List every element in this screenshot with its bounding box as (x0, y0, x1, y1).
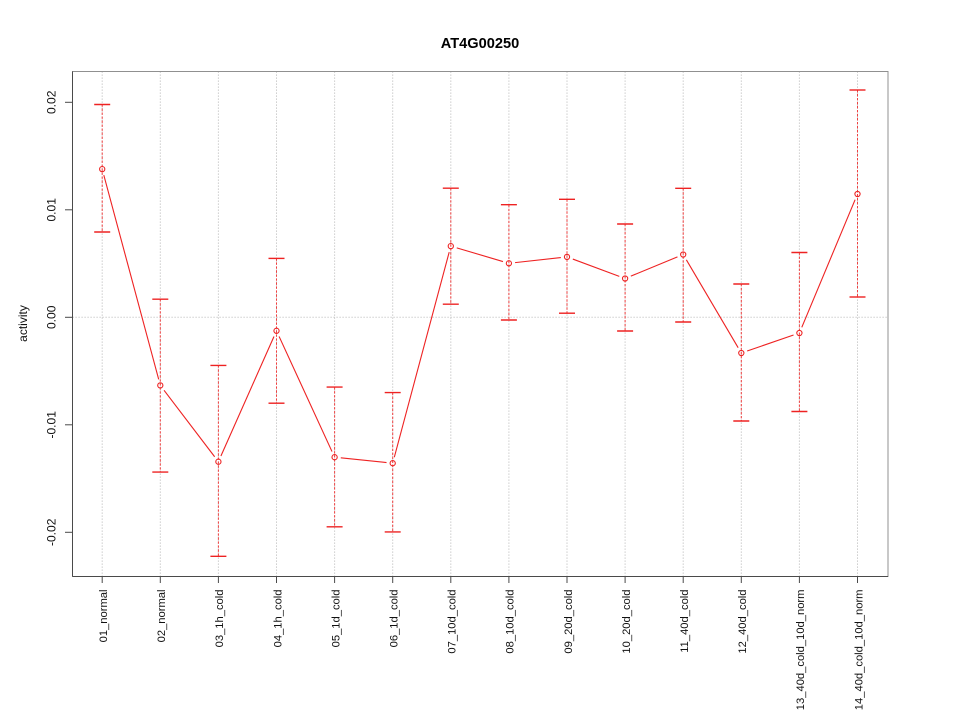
svg-text:06_1d_cold: 06_1d_cold (389, 590, 401, 648)
svg-text:0.02: 0.02 (45, 90, 59, 114)
svg-text:-0.01: -0.01 (45, 411, 59, 439)
svg-text:08_10d_cold: 08_10d_cold (505, 590, 517, 654)
svg-text:05_1d_cold: 05_1d_cold (330, 590, 342, 648)
svg-text:12_40d_cold: 12_40d_cold (737, 590, 749, 654)
svg-text:13_40d_cold_10d_norm: 13_40d_cold_10d_norm (795, 590, 807, 711)
svg-text:0.00: 0.00 (45, 305, 59, 329)
svg-text:10_20d_cold: 10_20d_cold (621, 590, 633, 654)
svg-text:09_20d_cold: 09_20d_cold (563, 590, 575, 654)
svg-text:07_10d_cold: 07_10d_cold (447, 590, 459, 654)
svg-text:activity: activity (16, 305, 30, 342)
svg-text:01_normal: 01_normal (98, 590, 110, 643)
svg-text:04_1h_cold: 04_1h_cold (272, 590, 284, 648)
svg-text:AT4G00250: AT4G00250 (441, 36, 519, 52)
svg-text:-0.02: -0.02 (45, 518, 59, 546)
svg-text:03_1h_cold: 03_1h_cold (214, 590, 226, 648)
svg-text:14_40d_cold_10d_norm: 14_40d_cold_10d_norm (853, 590, 865, 711)
svg-text:02_normal: 02_normal (156, 590, 168, 643)
svg-text:11_40d_cold: 11_40d_cold (679, 590, 691, 653)
svg-text:0.01: 0.01 (45, 198, 59, 222)
